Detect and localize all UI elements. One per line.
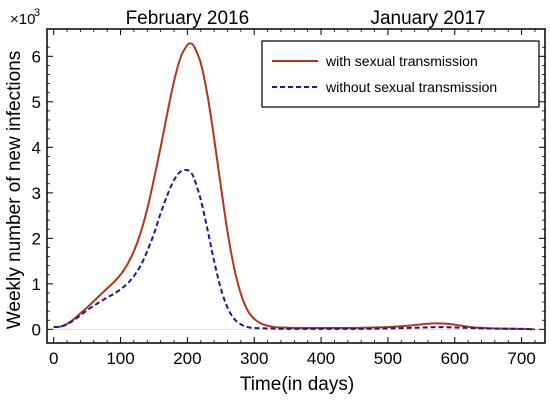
legend: with sexual transmission without sexual … — [261, 40, 540, 108]
legend-label-with-sexual-transmission: with sexual transmission — [325, 53, 478, 69]
x-tick-label: 300 — [240, 349, 268, 368]
x-tick-label: 600 — [441, 349, 469, 368]
series-line-with-sexual-transmission — [53, 42, 536, 331]
plot-frame — [46, 28, 546, 344]
top-date-label: February 2016 — [126, 8, 250, 29]
y-axis-title: Weekly number of new infections — [4, 51, 25, 329]
x-tick-label: 100 — [106, 349, 134, 368]
y-multiplier-base: ×10 — [10, 11, 35, 28]
y-tick-label: 1 — [32, 275, 41, 294]
y-tick-label: 5 — [32, 93, 41, 112]
y-multiplier: ×10 3 — [10, 7, 40, 28]
series-line-without-sexual-transmission — [53, 168, 536, 331]
x-axis-ticks: 0 100 200 300 400 500 600 700 — [49, 29, 536, 368]
top-date-labels: February 2016 January 2017 — [126, 8, 486, 29]
y-tick-label: 3 — [32, 184, 41, 203]
x-tick-label: 500 — [374, 349, 402, 368]
y-tick-label: 2 — [32, 229, 41, 248]
x-tick-label: 200 — [173, 349, 201, 368]
legend-label-without-sexual-transmission: without sexual transmission — [325, 79, 497, 95]
x-tick-label: 700 — [507, 349, 535, 368]
y-tick-label: 0 — [32, 320, 41, 339]
top-date-label: January 2017 — [370, 8, 485, 29]
x-tick-label: 0 — [49, 349, 58, 368]
x-axis-title: Time(in days) — [240, 374, 354, 395]
y-multiplier-exponent: 3 — [34, 7, 40, 19]
x-tick-label: 400 — [307, 349, 335, 368]
y-tick-label: 6 — [32, 47, 41, 66]
y-tick-label: 4 — [32, 138, 41, 157]
series-lines — [53, 42, 536, 331]
y-axis-ticks: 0 1 2 3 4 5 6 — [32, 46, 545, 339]
legend-box — [261, 40, 540, 108]
